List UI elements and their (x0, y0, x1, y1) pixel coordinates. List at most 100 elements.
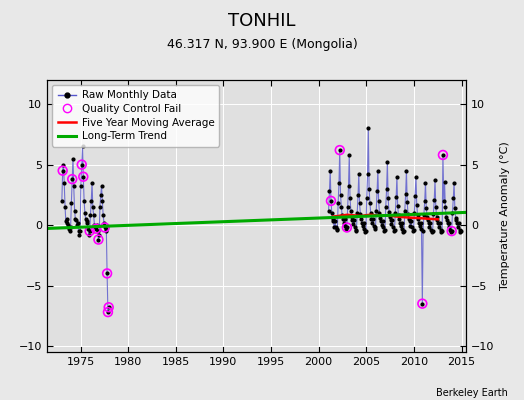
Point (379, 224, 388, 231)
Point (338, 212, 346, 218)
Point (389, 224, 397, 231)
Point (73, 220, 82, 226)
Point (411, 193, 419, 199)
Point (372, 207, 380, 214)
Point (67, 224, 75, 231)
Point (440, 178, 449, 185)
Point (94, 236, 103, 243)
Point (357, 216, 365, 222)
Point (383, 159, 391, 166)
Point (335, 147, 344, 153)
Point (373, 188, 381, 194)
Point (361, 229, 369, 236)
Point (380, 228, 388, 234)
Point (404, 211, 412, 217)
Point (79, 174, 88, 180)
Point (71, 216, 80, 222)
Point (69, 155, 77, 162)
Point (439, 152, 447, 158)
Point (428, 229, 436, 236)
Point (368, 220, 377, 226)
Point (435, 224, 443, 231)
Point (104, 304, 113, 310)
Point (391, 210, 399, 216)
Point (60, 180, 69, 186)
Point (75, 232, 83, 238)
Point (369, 216, 377, 222)
Point (62, 216, 71, 222)
Point (363, 171, 372, 178)
Point (442, 214, 450, 220)
Point (401, 207, 409, 214)
Point (412, 201, 421, 208)
Point (93, 228, 102, 234)
Point (332, 227, 341, 233)
Point (432, 214, 441, 220)
Point (408, 224, 416, 231)
Point (436, 227, 445, 233)
Point (447, 228, 456, 234)
Point (89, 204, 97, 210)
Point (324, 207, 333, 214)
Point (395, 212, 403, 218)
Point (416, 223, 424, 230)
Point (80, 198, 89, 204)
Point (443, 217, 451, 224)
Point (383, 186, 391, 192)
Point (68, 176, 77, 182)
Point (330, 224, 339, 231)
Point (92, 226, 100, 232)
Point (384, 195, 392, 202)
Point (58, 198, 66, 204)
Point (336, 192, 345, 198)
Point (394, 202, 402, 209)
Point (421, 180, 430, 186)
Text: Berkeley Earth: Berkeley Earth (436, 388, 508, 398)
Point (102, 226, 111, 232)
Point (101, 228, 110, 234)
Point (425, 224, 434, 231)
Point (350, 217, 358, 224)
Point (367, 216, 376, 222)
Point (66, 228, 74, 234)
Point (78, 162, 86, 168)
Point (84, 226, 92, 232)
Point (59, 168, 67, 174)
Point (439, 152, 447, 158)
Point (93, 222, 101, 228)
Point (101, 224, 109, 231)
Point (418, 300, 427, 307)
Point (103, 270, 111, 277)
Point (341, 223, 350, 230)
Point (355, 200, 364, 206)
Point (417, 226, 425, 232)
Point (73, 222, 81, 228)
Point (454, 224, 462, 231)
Point (370, 226, 379, 232)
Point (332, 224, 340, 231)
Point (326, 168, 334, 174)
Point (90, 212, 98, 218)
Point (386, 214, 394, 220)
Point (342, 226, 351, 232)
Point (337, 204, 345, 210)
Point (104, 309, 112, 315)
Point (424, 220, 433, 226)
Point (90, 222, 99, 228)
Point (346, 195, 354, 202)
Point (433, 217, 442, 224)
Point (328, 210, 336, 216)
Point (343, 224, 351, 231)
Point (92, 226, 100, 232)
Point (59, 168, 67, 174)
Legend: Raw Monthly Data, Quality Control Fail, Five Year Moving Average, Long-Term Tren: Raw Monthly Data, Quality Control Fail, … (52, 85, 220, 146)
Point (423, 214, 431, 220)
Point (449, 195, 457, 202)
Point (406, 218, 414, 225)
Point (429, 211, 438, 217)
Point (424, 217, 432, 224)
Point (452, 217, 461, 224)
Point (99, 212, 107, 218)
Point (438, 228, 446, 234)
Point (401, 190, 410, 197)
